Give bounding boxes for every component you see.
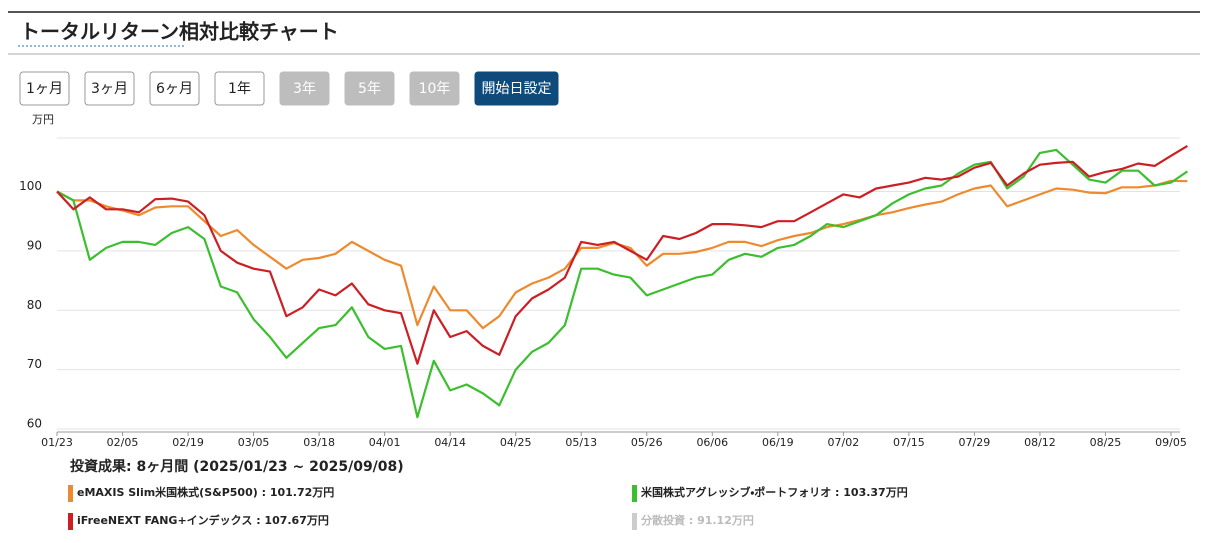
range-button[interactable]: 1年 — [214, 71, 265, 106]
range-button[interactable]: 6ヶ月 — [149, 71, 200, 106]
button-box — [344, 71, 395, 106]
y-tick-label: 70 — [27, 357, 42, 371]
x-tick-label: 05/26 — [631, 436, 663, 449]
legend-name: 米国株式アグレッシブ・ポートフォリオ — [640, 485, 831, 499]
button-label: 開始日設定 — [482, 81, 552, 97]
x-tick-label: 07/02 — [828, 436, 860, 449]
legend-separator: : — [252, 514, 264, 527]
button-box — [214, 71, 265, 106]
series-line — [56, 144, 1188, 365]
button-label: 3年 — [293, 81, 316, 97]
legend-result: 103.37万円 — [843, 486, 907, 499]
legend-label: 米国株式アグレッシブ・ポートフォリオ : 103.37万円 — [640, 485, 908, 499]
legend-name: iFreeNEXT FANG+インデックス — [77, 513, 252, 527]
legend-item[interactable]: eMAXIS Slim米国株式(S&P500) : 101.72万円 — [68, 485, 334, 502]
legend-separator: : — [685, 514, 697, 527]
button-label: 5年 — [358, 81, 381, 97]
x-tick-label: 08/25 — [1090, 436, 1122, 449]
button-box — [409, 71, 460, 106]
legend-label: eMAXIS Slim米国株式(S&P500) : 101.72万円 — [77, 485, 334, 499]
button-label: 3ヶ月 — [91, 81, 128, 97]
button-box — [149, 71, 200, 106]
range-button[interactable]: 開始日設定 — [474, 71, 559, 106]
range-button[interactable]: 5年 — [344, 71, 395, 106]
legend-separator: : — [831, 486, 843, 499]
x-tick-label: 07/29 — [959, 436, 991, 449]
button-label: 1ヶ月 — [26, 81, 63, 97]
legend-item[interactable]: 米国株式アグレッシブ・ポートフォリオ : 103.37万円 — [632, 485, 908, 502]
button-label: 10年 — [419, 81, 451, 97]
range-button[interactable]: 3ヶ月 — [84, 71, 135, 106]
summary: 投資成果: 8ヶ月間 (2025/01/23 ~ 2025/09/08) — [70, 458, 404, 475]
x-tick-label: 08/12 — [1024, 436, 1056, 449]
x-tick-label: 02/19 — [172, 436, 204, 449]
page-title: トータルリターン相対比較チャート — [20, 20, 339, 44]
x-tick-label: 01/23 — [41, 436, 73, 449]
legend-result: 101.72万円 — [270, 486, 334, 499]
range-button[interactable]: 10年 — [409, 71, 460, 106]
x-tick-label: 03/05 — [238, 436, 270, 449]
range-button[interactable]: 3年 — [279, 71, 330, 106]
legend-swatch — [632, 485, 637, 502]
y-tick-label: 100 — [19, 179, 42, 193]
y-tick-label: 90 — [27, 238, 42, 252]
x-tick-label: 07/15 — [893, 436, 925, 449]
button-box — [279, 71, 330, 106]
button-box — [84, 71, 135, 106]
y-tick-label: 60 — [27, 417, 42, 431]
legend-result: 107.67万円 — [264, 514, 328, 527]
button-label: 1年 — [228, 81, 251, 97]
x-tick-label: 05/13 — [565, 436, 597, 449]
y-tick-label: 80 — [27, 298, 42, 312]
legend-swatch — [68, 485, 73, 502]
legend-swatch — [68, 513, 73, 530]
x-tick-label: 02/05 — [107, 436, 139, 449]
x-tick-label: 04/14 — [434, 436, 466, 449]
series-line — [56, 148, 1189, 419]
legend-result: 91.12万円 — [697, 514, 754, 527]
x-tick-label: 06/06 — [696, 436, 728, 449]
x-tick-label: 09/05 — [1155, 436, 1187, 449]
legend-swatch — [632, 513, 637, 530]
button-box — [19, 71, 70, 106]
x-tick-label: 04/25 — [500, 436, 532, 449]
button-label: 6ヶ月 — [156, 81, 193, 97]
x-tick-label: 03/18 — [303, 436, 335, 449]
button-box — [474, 71, 559, 106]
legend-item[interactable]: 分散投資 : 91.12万円 — [632, 513, 754, 530]
x-tick-label: 06/19 — [762, 436, 794, 449]
legend-label: iFreeNEXT FANG+インデックス : 107.67万円 — [77, 513, 329, 527]
y-unit: 万円 — [32, 113, 54, 126]
legend-label: 分散投資 : 91.12万円 — [640, 513, 754, 527]
x-tick-label: 04/01 — [369, 436, 401, 449]
legend-item[interactable]: iFreeNEXT FANG+インデックス : 107.67万円 — [68, 513, 329, 530]
range-button[interactable]: 1ヶ月 — [19, 71, 70, 106]
legend-name: eMAXIS Slim米国株式(S&P500) — [77, 485, 258, 499]
legend-name: 分散投資 — [640, 513, 685, 527]
legend-separator: : — [258, 486, 270, 499]
